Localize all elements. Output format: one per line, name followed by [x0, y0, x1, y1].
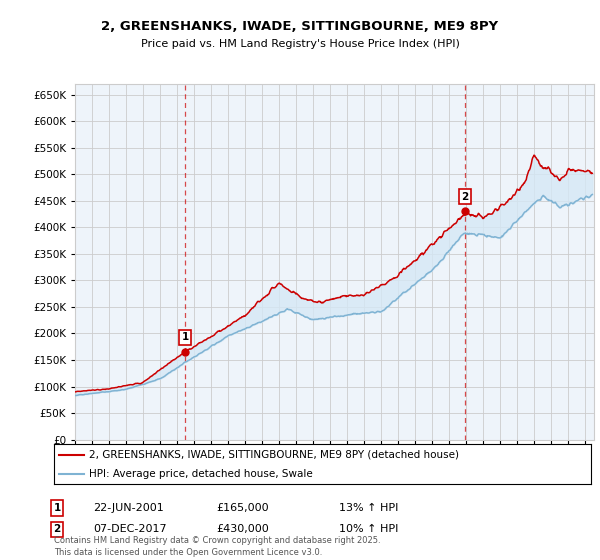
Text: 2, GREENSHANKS, IWADE, SITTINGBOURNE, ME9 8PY (detached house): 2, GREENSHANKS, IWADE, SITTINGBOURNE, ME…: [89, 450, 459, 460]
Text: £430,000: £430,000: [216, 524, 269, 534]
Text: 2: 2: [53, 524, 61, 534]
Text: 13% ↑ HPI: 13% ↑ HPI: [339, 503, 398, 513]
Text: 2, GREENSHANKS, IWADE, SITTINGBOURNE, ME9 8PY: 2, GREENSHANKS, IWADE, SITTINGBOURNE, ME…: [101, 20, 499, 32]
Text: Contains HM Land Registry data © Crown copyright and database right 2025.
This d: Contains HM Land Registry data © Crown c…: [54, 536, 380, 557]
Text: 1: 1: [181, 332, 189, 342]
Text: £165,000: £165,000: [216, 503, 269, 513]
Text: 10% ↑ HPI: 10% ↑ HPI: [339, 524, 398, 534]
Text: 07-DEC-2017: 07-DEC-2017: [93, 524, 167, 534]
Text: 1: 1: [53, 503, 61, 513]
Text: 2: 2: [461, 192, 469, 202]
Text: Price paid vs. HM Land Registry's House Price Index (HPI): Price paid vs. HM Land Registry's House …: [140, 39, 460, 49]
Text: 22-JUN-2001: 22-JUN-2001: [93, 503, 164, 513]
Text: HPI: Average price, detached house, Swale: HPI: Average price, detached house, Swal…: [89, 469, 313, 478]
